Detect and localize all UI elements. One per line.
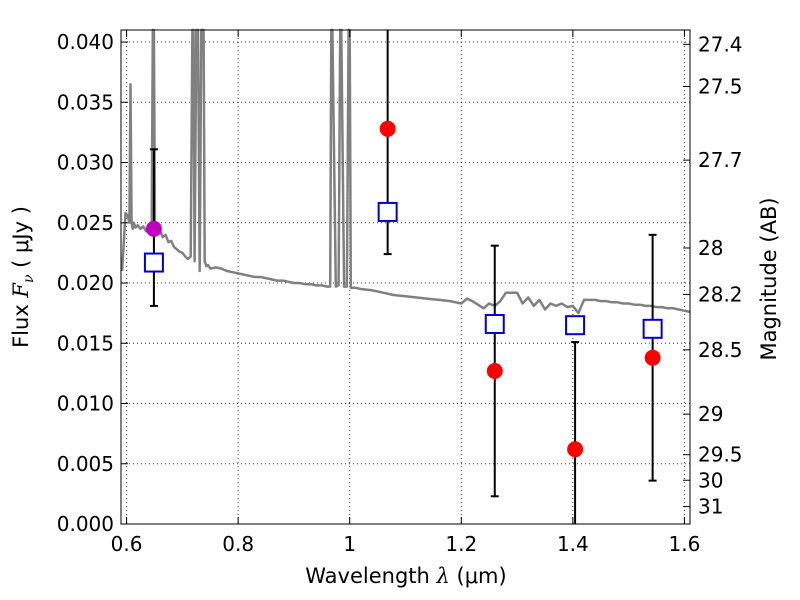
observed-flux-point [567,441,584,458]
y-tick-label: 0.020 [57,271,114,295]
data-points-layer [143,120,663,458]
magnitude-tick-label: 27.4 [698,32,743,56]
observed-flux-point [486,362,503,379]
y-tick-label: 0.035 [57,90,114,114]
magnitude-tick-label: 29.5 [698,443,743,467]
model-photometry-square [143,252,164,273]
y-axis-label: Flux Fν ( μJy ) [9,206,37,348]
grid-lines [121,30,690,525]
magnitude-tick-label: 28 [698,236,723,260]
x-tick-label: 1.4 [557,532,589,556]
y-tick-label: 0.040 [57,30,114,54]
x-tick-label: 1 [343,532,356,556]
magenta-flux-point [145,220,162,237]
magnitude-tick-label: 29 [698,402,723,426]
magnitude-tick-label: 31 [698,495,723,519]
x-axis-ticks: 0.6 0.8 1 1.2 1.4 1.6 [111,30,701,556]
magnitude-axis-ticks: 27.4 27.5 27.7 28 28.2 28.5 29 29.530 31 [683,32,743,519]
model-photometry-square [565,315,586,336]
x-tick-label: 0.6 [111,532,143,556]
model-photometry-square [484,313,505,334]
y-tick-label: 0.015 [57,331,114,355]
model-photometry-square [642,318,663,339]
model-photometry-square [377,201,398,222]
plot-frame [120,29,691,525]
magnitude-tick-label: 30 [698,468,723,492]
magnitude-tick-label: 27.7 [698,148,743,172]
observed-flux-point [379,120,396,137]
y-tick-label: 0.010 [57,392,114,416]
x-axis-label: Wavelength λ (μm) [305,564,506,588]
x-tick-label: 1.6 [669,532,701,556]
x-tick-label: 1.2 [445,532,477,556]
y-tick-label: 0.005 [57,452,114,476]
sed-model-line [120,28,691,315]
observed-flux-point [644,349,661,366]
sed-model-layer [120,28,691,315]
magnitude-axis-label: Magnitude (AB) [757,197,781,360]
y-tick-label: 0.000 [57,512,114,536]
magnitude-tick-label: 28.5 [698,338,743,362]
x-tick-label: 0.8 [222,532,254,556]
magnitude-tick-label: 28.2 [698,282,743,306]
y-tick-label: 0.030 [57,151,114,175]
y-axis-ticks: 0.000 0.005 0.010 0.015 0.020 0.025 0.030 0.035… [57,30,128,536]
y-tick-label: 0.025 [57,211,114,235]
magnitude-tick-label: 27.5 [698,75,743,99]
